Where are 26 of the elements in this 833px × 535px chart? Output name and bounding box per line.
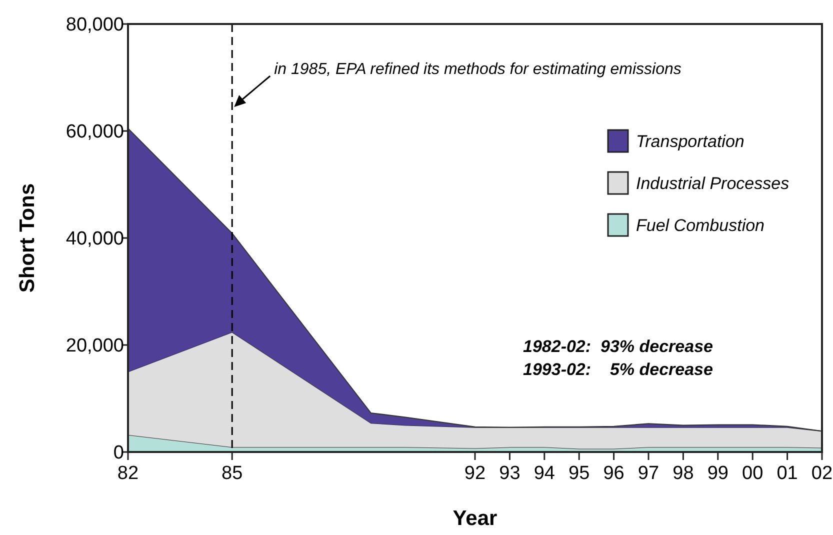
x-tick-label: 98 xyxy=(672,463,694,484)
x-tick-label: 01 xyxy=(776,463,798,484)
legend-label: Fuel Combustion xyxy=(636,216,765,235)
x-tick-label: 94 xyxy=(534,463,556,484)
legend-label: Transportation xyxy=(636,132,744,151)
y-tick-label: 0 xyxy=(113,442,124,464)
x-tick-label: 82 xyxy=(117,463,139,484)
x-tick-label: 97 xyxy=(638,463,660,484)
annotation: 1993-02: 5% decrease xyxy=(523,360,713,379)
annotation: 1982-02: 93% decrease xyxy=(523,337,713,356)
x-tick-label: 00 xyxy=(742,463,764,484)
x-tick-label: 96 xyxy=(603,463,624,484)
y-tick-label: 40,000 xyxy=(66,228,124,250)
y-tick-label: 80,000 xyxy=(66,14,124,36)
x-tick-label: 95 xyxy=(568,463,590,484)
y-axis-title: Short Tons xyxy=(16,183,39,293)
annotation: in 1985, EPA refined its methods for estimating emissions xyxy=(274,60,682,78)
x-tick-label: 99 xyxy=(707,463,728,484)
y-tick-label: 20,000 xyxy=(66,336,124,357)
x-tick-label: 85 xyxy=(222,463,243,484)
x-axis-title: Year xyxy=(452,507,498,530)
x-tick-label: 02 xyxy=(811,463,833,484)
x-tick-label: 92 xyxy=(464,463,486,484)
legend-label: Industrial Processes xyxy=(636,174,790,193)
x-tick-label: 93 xyxy=(499,463,520,484)
y-tick-label: 60,000 xyxy=(66,122,124,143)
